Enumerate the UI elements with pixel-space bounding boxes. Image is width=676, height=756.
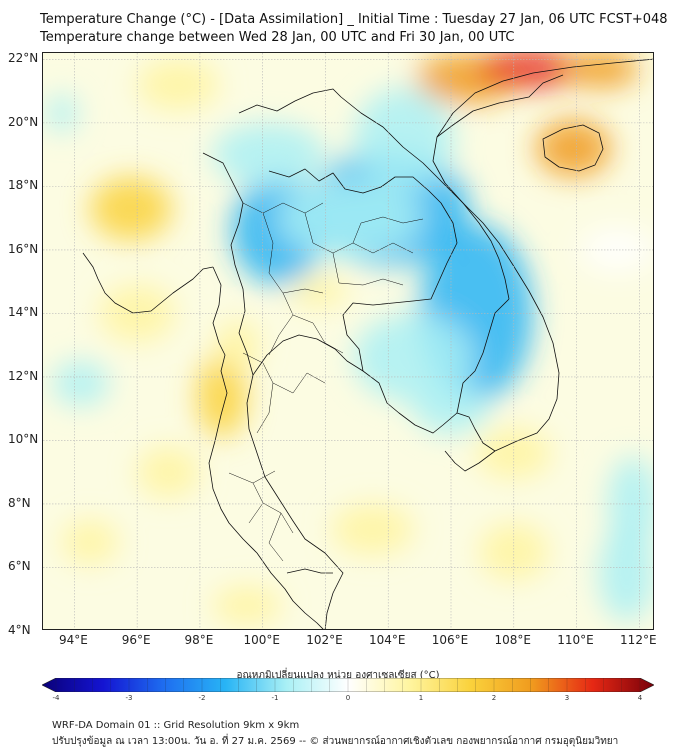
colorbar bbox=[42, 678, 654, 692]
latitude-label: 4°N bbox=[8, 623, 31, 637]
coastline-myanmar-west bbox=[82, 252, 214, 314]
provinces-central bbox=[242, 314, 344, 434]
latitude-label: 10°N bbox=[8, 432, 39, 447]
border-laos-vietnam bbox=[340, 96, 510, 300]
border-malaysia-thailand bbox=[286, 568, 333, 574]
colorbar-tick-label: -2 bbox=[198, 694, 206, 702]
colorbar-tick-label: -3 bbox=[125, 694, 133, 702]
field-anomaly-19 bbox=[215, 319, 260, 371]
longitude-label: 100°E bbox=[243, 633, 280, 647]
coastlines-and-borders bbox=[82, 58, 653, 629]
field-anomaly-20 bbox=[290, 275, 348, 308]
latitude-label: 20°N bbox=[8, 114, 39, 129]
field-anomaly-17 bbox=[90, 176, 172, 241]
update-credit: ปรับปรุงข้อมูล ณ เวลา 13:00น. วัน อ. ที่… bbox=[52, 736, 619, 747]
map-panel bbox=[42, 52, 654, 630]
latitude-label: 14°N bbox=[8, 305, 39, 320]
colorbar-tick-label: 0 bbox=[345, 694, 351, 702]
field-anomaly-22 bbox=[331, 503, 414, 555]
latitude-label: 16°N bbox=[8, 241, 39, 256]
coastline-thai-peninsula bbox=[208, 266, 324, 629]
colorbar-body bbox=[42, 678, 654, 692]
model-info: WRF-DA Domain 01 :: Grid Resolution 9km … bbox=[52, 720, 300, 731]
lat-lon-gridlines bbox=[43, 53, 653, 629]
map-title: Temperature Change (°C) - [Data Assimila… bbox=[40, 12, 668, 27]
field-anomaly-2 bbox=[353, 87, 455, 190]
field-anomaly-14 bbox=[479, 53, 580, 88]
field-anomaly-11 bbox=[46, 94, 78, 133]
colorbar-tick-label: -4 bbox=[52, 694, 60, 702]
longitude-label: 98°E bbox=[184, 633, 214, 647]
latitude-label: 6°N bbox=[8, 559, 31, 574]
border-thailand-laos bbox=[268, 168, 458, 304]
longitude-label: 104°E bbox=[368, 633, 406, 647]
longitude-label: 108°E bbox=[494, 633, 532, 647]
latitude-label: 8°N bbox=[8, 495, 31, 510]
longitude-label: 106°E bbox=[431, 633, 469, 647]
field-anomaly-15 bbox=[563, 53, 640, 88]
coastline-china-south bbox=[436, 74, 564, 138]
temperature-field bbox=[46, 53, 653, 625]
longitude-label: 112°E bbox=[620, 633, 657, 647]
colorbar-tick-label: 3 bbox=[564, 694, 570, 702]
field-anomaly-25 bbox=[61, 519, 119, 565]
island-hainan bbox=[542, 124, 604, 172]
colorbar-label: อุณหภูมิเปลี่ยนแปลง หน่วย องศาเซลเซียส (… bbox=[236, 670, 440, 681]
border-cambodia-vietnam bbox=[456, 298, 510, 414]
field-anomaly-21 bbox=[137, 59, 219, 111]
field-anomaly-5 bbox=[278, 180, 423, 257]
field-anomaly-16 bbox=[535, 119, 612, 177]
field-anomaly-8 bbox=[607, 456, 653, 552]
latitude-label: 18°N bbox=[8, 178, 39, 193]
border-china-laos bbox=[238, 88, 342, 114]
colorbar-tick-label: -1 bbox=[271, 694, 279, 702]
colorbar-tick-label: 2 bbox=[491, 694, 497, 702]
longitude-label: 94°E bbox=[58, 633, 88, 647]
colorbar-tick-label: 1 bbox=[418, 694, 424, 702]
field-anomaly-7 bbox=[413, 383, 489, 435]
field-anomaly-10 bbox=[52, 361, 109, 406]
field-anomaly-9 bbox=[598, 526, 653, 622]
colorbar-tick-label: 4 bbox=[637, 694, 643, 702]
coastline-indochina-east bbox=[432, 58, 653, 452]
temperature-change-map bbox=[43, 53, 653, 629]
border-myanmar-thailand bbox=[202, 152, 254, 376]
provinces-south bbox=[228, 470, 294, 562]
coastline-mekong-delta bbox=[444, 450, 496, 472]
field-anomaly-18 bbox=[196, 354, 247, 438]
longitude-label: 96°E bbox=[121, 633, 151, 647]
field-anomaly-27 bbox=[137, 446, 200, 498]
map-subtitle: Temperature change between Wed 28 Jan, 0… bbox=[40, 30, 515, 45]
longitude-label: 110°E bbox=[557, 633, 594, 647]
coastline-gulf-of-thailand bbox=[246, 334, 496, 629]
latitude-label: 22°N bbox=[8, 51, 39, 66]
latitude-label: 12°N bbox=[8, 368, 39, 383]
field-anomaly-6 bbox=[212, 122, 326, 187]
field-anomaly-23 bbox=[212, 586, 282, 625]
field-anomaly-4 bbox=[353, 313, 473, 403]
longitude-label: 102°E bbox=[306, 633, 343, 647]
border-thailand-cambodia bbox=[342, 302, 394, 372]
